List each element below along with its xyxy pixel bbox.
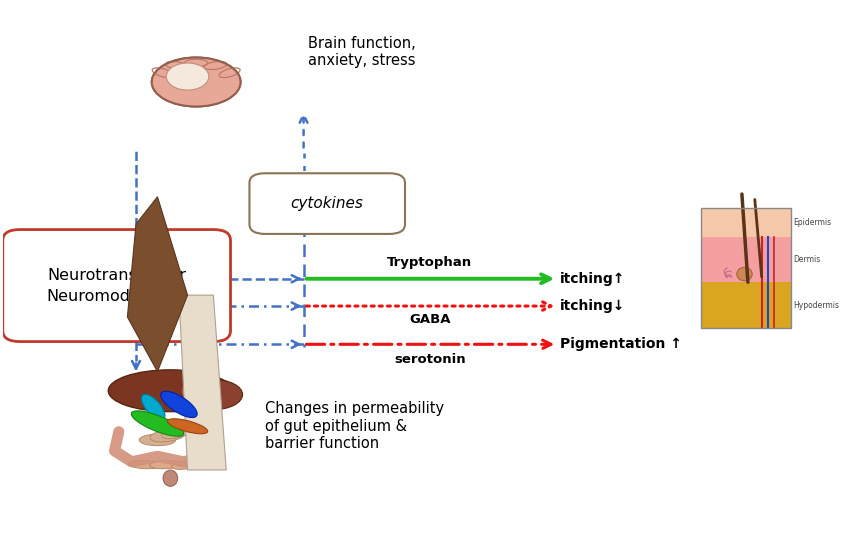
- FancyBboxPatch shape: [701, 208, 791, 237]
- Ellipse shape: [163, 470, 177, 486]
- Text: Changes in permeability
of gut epithelium &
barrier function: Changes in permeability of gut epitheliu…: [265, 401, 444, 451]
- Text: Neurotransmitter
Neuromodulators: Neurotransmitter Neuromodulators: [47, 268, 187, 304]
- Polygon shape: [127, 197, 188, 371]
- Text: itching↑: itching↑: [560, 272, 625, 286]
- Ellipse shape: [151, 57, 240, 107]
- Ellipse shape: [166, 63, 208, 90]
- Text: Dermis: Dermis: [793, 255, 820, 264]
- Ellipse shape: [139, 434, 176, 445]
- Ellipse shape: [141, 394, 165, 420]
- Text: serotonin: serotonin: [394, 353, 465, 365]
- FancyBboxPatch shape: [701, 282, 791, 328]
- Ellipse shape: [171, 460, 203, 469]
- Text: cytokines: cytokines: [291, 196, 363, 211]
- Ellipse shape: [168, 419, 208, 434]
- Text: itching↓: itching↓: [560, 299, 625, 313]
- Text: GABA: GABA: [409, 313, 451, 326]
- Ellipse shape: [161, 391, 197, 417]
- FancyBboxPatch shape: [249, 173, 405, 234]
- FancyBboxPatch shape: [701, 237, 791, 282]
- Text: Brain function,
anxiety, stress: Brain function, anxiety, stress: [308, 36, 415, 68]
- Text: Tryptophan: Tryptophan: [388, 257, 472, 269]
- Text: Hypodermis: Hypodermis: [793, 301, 839, 310]
- Polygon shape: [179, 295, 227, 470]
- Ellipse shape: [150, 460, 183, 469]
- Text: Pigmentation ↑: Pigmentation ↑: [560, 337, 682, 351]
- FancyBboxPatch shape: [3, 230, 231, 342]
- Ellipse shape: [174, 418, 203, 436]
- Text: Epidermis: Epidermis: [793, 217, 831, 227]
- Ellipse shape: [150, 429, 186, 442]
- Ellipse shape: [183, 380, 219, 401]
- Ellipse shape: [184, 379, 242, 410]
- Ellipse shape: [128, 460, 161, 469]
- Ellipse shape: [131, 411, 183, 436]
- Ellipse shape: [108, 370, 233, 412]
- Ellipse shape: [737, 267, 753, 281]
- Ellipse shape: [162, 423, 195, 439]
